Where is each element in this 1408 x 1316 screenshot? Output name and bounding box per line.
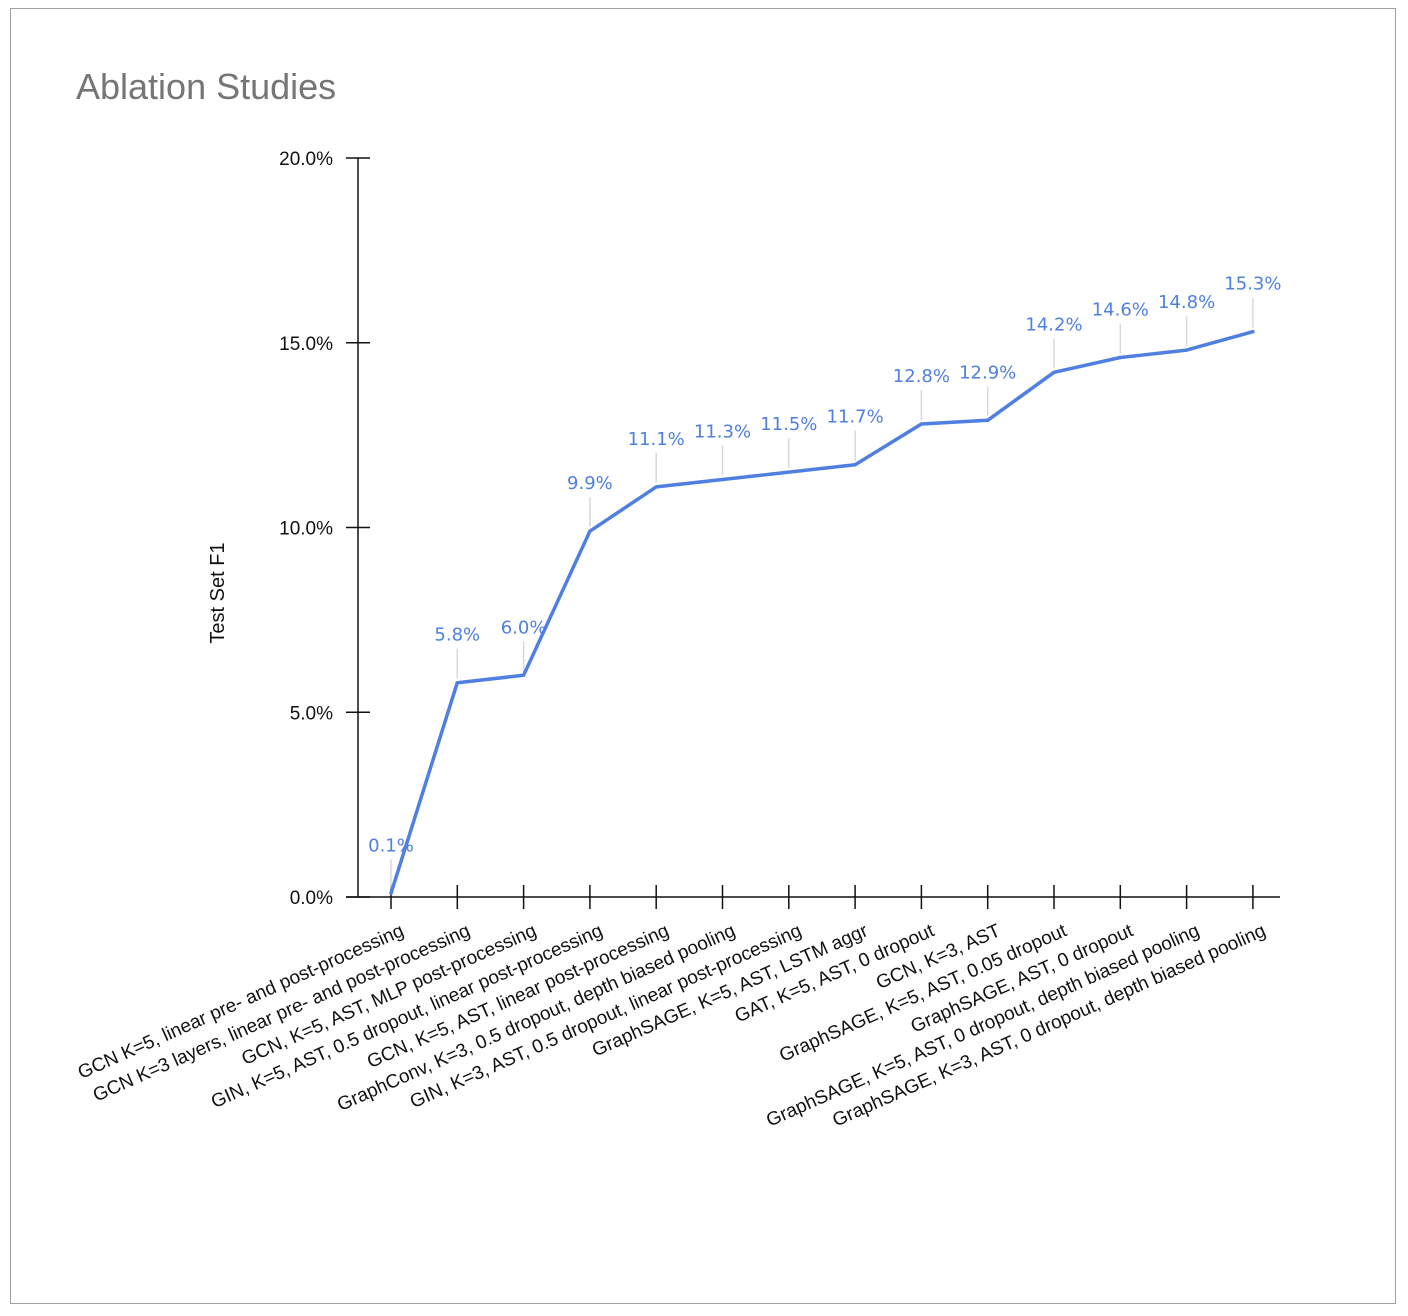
data-label: 14.8% <box>1158 292 1215 313</box>
data-label: 9.9% <box>567 473 613 494</box>
data-point <box>853 463 857 467</box>
y-tick-label: 5.0% <box>290 703 333 724</box>
data-label: 11.3% <box>694 421 751 442</box>
data-point <box>588 529 592 533</box>
y-tick-label: 20.0% <box>279 149 333 170</box>
series-line <box>389 329 1255 896</box>
data-point <box>1052 370 1056 374</box>
data-point <box>787 470 791 474</box>
series-group <box>389 329 1255 896</box>
data-label: 11.7% <box>827 407 884 428</box>
data-point <box>1251 330 1255 334</box>
data-point <box>986 418 990 422</box>
category-labels: GCN K=5, linear pre- and post-processing… <box>75 920 1269 1131</box>
data-point <box>389 891 393 895</box>
data-point <box>455 681 459 685</box>
y-axis-label: Test Set F1 <box>207 542 229 643</box>
data-label: 11.5% <box>760 414 817 435</box>
data-labels: 0.1% 5.8% 6.0% 9.9% 11.1% 11.3% 11.5% 11.7% 12.8… <box>368 274 1281 857</box>
data-label: 0.1% <box>368 835 414 856</box>
data-point <box>1185 348 1189 352</box>
chart-frame <box>10 8 1396 1304</box>
data-point <box>654 485 658 489</box>
data-point <box>1118 355 1122 360</box>
data-label: 15.3% <box>1224 274 1281 295</box>
data-label: 12.8% <box>893 366 950 387</box>
y-tick-label: 0.0% <box>290 888 333 909</box>
data-point <box>522 673 526 677</box>
data-label: 14.2% <box>1025 314 1082 335</box>
data-label: 14.6% <box>1092 300 1149 321</box>
data-label: 5.8% <box>434 625 480 646</box>
y-tick-label: 10.0% <box>279 519 333 540</box>
chart-title: Ablation Studies <box>76 66 337 107</box>
data-label-leaders <box>390 297 1254 890</box>
data-point <box>919 422 924 426</box>
axes: 0.0% 5.0% 10.0% 15.0% 20.0% <box>279 149 1280 909</box>
y-tick-label: 15.0% <box>279 334 333 355</box>
data-point <box>720 477 725 482</box>
data-label: 11.1% <box>628 429 685 450</box>
data-label: 6.0% <box>501 617 547 638</box>
data-label: 12.9% <box>959 362 1016 383</box>
